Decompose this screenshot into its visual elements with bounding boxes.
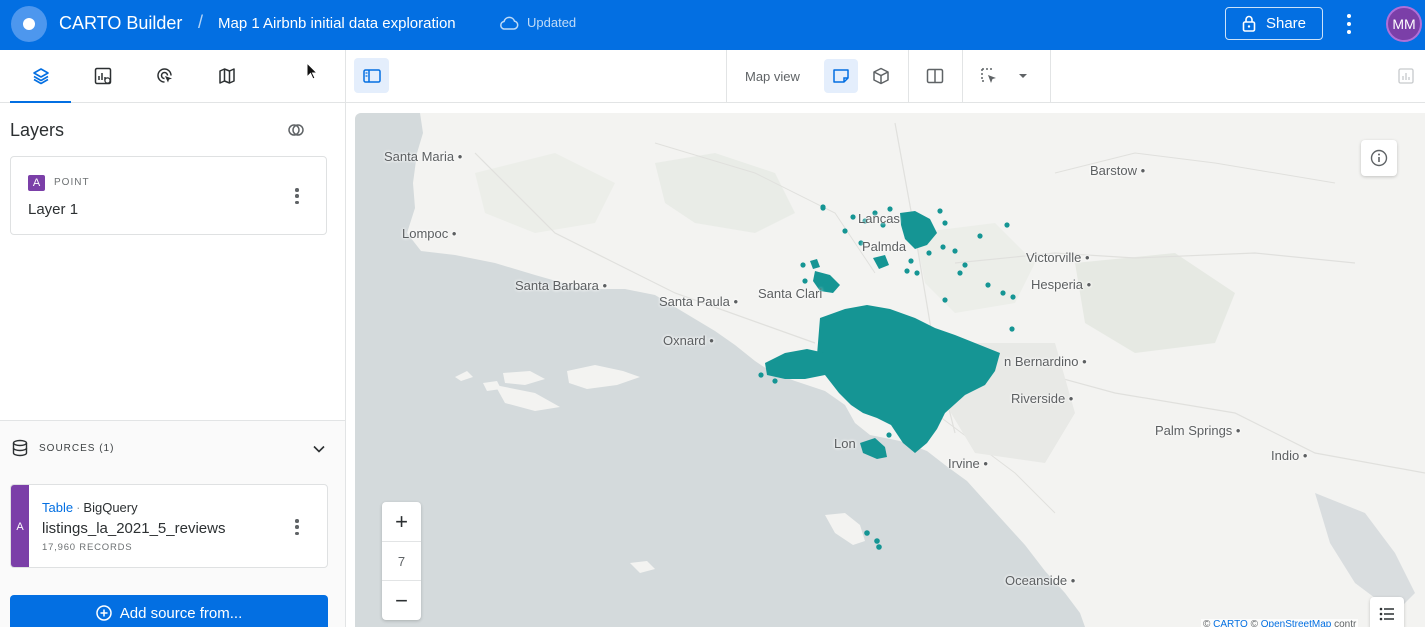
panel-toggle-button[interactable] — [354, 58, 389, 93]
city-label: Lancas — [858, 211, 900, 226]
city-label: Palm Springs • — [1155, 423, 1241, 438]
interactions-icon — [156, 68, 172, 83]
source-options-icon[interactable] — [294, 519, 300, 535]
cloud-icon — [500, 16, 519, 30]
info-button[interactable] — [1361, 140, 1397, 176]
legend-button[interactable] — [1370, 597, 1404, 627]
top-bar: CARTO Builder / Map 1 Airbnb initial dat… — [0, 0, 1425, 50]
sidebar-icon — [362, 68, 381, 83]
add-source-button[interactable]: Add source from... — [10, 595, 328, 627]
city-label: Lompoc • — [402, 226, 457, 241]
breadcrumb-separator: / — [198, 12, 204, 32]
2d-view-button[interactable] — [824, 59, 858, 93]
basemap — [355, 113, 1425, 627]
city-label: Santa Clari — [758, 286, 823, 301]
save-status: Updated — [499, 15, 576, 30]
database-icon — [12, 439, 28, 457]
mouse-cursor-icon — [306, 62, 318, 80]
airbnb-points — [758, 204, 1016, 550]
tab-layers[interactable] — [10, 50, 71, 103]
map-title[interactable]: Map 1 Airbnb initial data exploration — [218, 15, 456, 32]
layer-options-icon[interactable] — [294, 188, 300, 204]
map-canvas[interactable]: Santa Maria • Lompoc • Santa Barbara • S… — [355, 113, 1425, 627]
carto-link[interactable]: CARTO — [1213, 619, 1248, 627]
chart-icon[interactable] — [1398, 68, 1414, 84]
zoom-level: 7 — [382, 541, 421, 581]
lock-icon — [1242, 15, 1256, 32]
info-icon — [1370, 149, 1388, 167]
cube-icon — [873, 67, 889, 85]
layer-card[interactable]: A POINT Layer 1 — [10, 156, 327, 235]
map-2d-icon — [833, 69, 849, 83]
add-source-label: Add source from... — [119, 604, 243, 622]
city-label: Barstow • — [1090, 163, 1146, 178]
source-card[interactable]: A Table · BigQuery listings_la_2021_5_revi… — [10, 484, 328, 568]
city-label: Santa Paula • — [659, 294, 739, 309]
city-label: Indio • — [1271, 448, 1308, 463]
zoom-out-button[interactable]: − — [395, 587, 408, 613]
layers-heading: Layers — [10, 120, 65, 140]
draw-tool-button[interactable] — [972, 59, 1006, 93]
city-label: Santa Barbara • — [515, 278, 608, 293]
3d-view-button[interactable] — [864, 59, 898, 93]
more-options-icon[interactable] — [1340, 12, 1358, 36]
source-kind: Table · BigQuery — [42, 500, 138, 515]
zoom-in-button[interactable]: + — [395, 508, 408, 534]
split-view-icon — [926, 68, 944, 84]
share-label: Share — [1265, 15, 1307, 32]
sources-heading: SOURCES (1) — [39, 443, 115, 454]
tab-interactions[interactable] — [134, 50, 195, 102]
layers-icon — [32, 68, 49, 85]
share-button[interactable]: Share — [1225, 7, 1323, 40]
split-view-button[interactable] — [918, 59, 952, 93]
city-label: n Bernardino • — [1004, 354, 1087, 369]
layer-name: Layer 1 — [28, 201, 79, 218]
map-icon — [218, 68, 235, 84]
city-label: Irvine • — [948, 456, 988, 471]
add-layer-icon[interactable] — [287, 121, 305, 139]
source-type: Table — [42, 500, 74, 515]
caret-down-icon[interactable] — [1018, 73, 1028, 79]
source-provider: BigQuery — [83, 500, 138, 515]
city-label: Lon — [834, 436, 856, 451]
source-name: listings_la_2021_5_reviews — [42, 520, 226, 537]
city-label: Hesperia • — [1031, 277, 1092, 292]
city-label: Victorville • — [1026, 250, 1090, 265]
tab-basemaps[interactable] — [196, 50, 257, 102]
chevron-down-icon[interactable] — [312, 442, 326, 456]
zoom-control: + 7 − — [382, 502, 421, 620]
panel-tabs — [0, 50, 345, 103]
left-panel: Layers A POINT Layer 1 SOURCES (1) A Tab… — [0, 50, 346, 627]
layer-type: POINT — [54, 177, 90, 188]
map-attribution: © CARTO © OpenStreetMap contr — [1201, 619, 1359, 627]
city-label: Oceanside • — [1005, 573, 1076, 588]
avatar[interactable]: MM — [1386, 6, 1422, 42]
app-title: CARTO Builder — [59, 13, 183, 33]
sources-section: SOURCES (1) A Table · BigQuery listings_la… — [0, 420, 345, 627]
carto-logo-icon[interactable] — [11, 6, 47, 42]
osm-link[interactable]: OpenStreetMap — [1260, 619, 1332, 627]
map-toolbar: Map view — [346, 50, 1425, 103]
city-label: Palmda — [862, 239, 907, 254]
tab-widgets[interactable] — [72, 50, 133, 102]
status-text: Updated — [527, 15, 577, 30]
city-label: Riverside • — [1011, 391, 1074, 406]
list-icon — [1379, 607, 1394, 621]
city-label: Santa Maria • — [384, 149, 463, 164]
layer-badge: A — [28, 175, 45, 191]
source-badge: A — [11, 485, 29, 567]
widgets-icon — [94, 67, 111, 85]
add-circle-icon — [95, 605, 112, 621]
source-records: 17,960 RECORDS — [42, 542, 133, 553]
draw-selection-icon — [981, 68, 996, 83]
city-label: Oxnard • — [663, 333, 714, 348]
map-view-label: Map view — [745, 69, 800, 84]
